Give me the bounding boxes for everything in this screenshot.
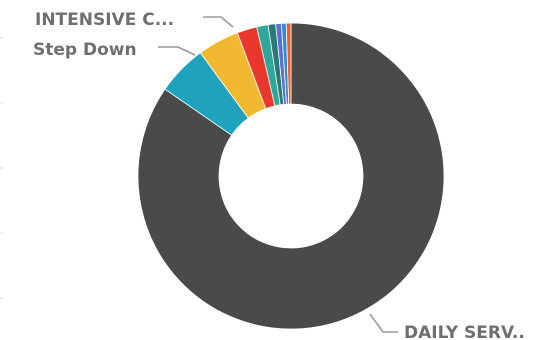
leader-line-step-down (158, 46, 196, 56)
slice-label-daily-services: DAILY SERV.. (404, 323, 525, 340)
slice-label-intensive-care: INTENSIVE C... (35, 10, 174, 30)
left-edge-ticks (0, 37, 3, 299)
slice-label-step-down: Step Down (33, 40, 137, 60)
leader-line-daily-services (369, 313, 398, 333)
leader-line-intensive-care (203, 16, 234, 28)
donut-hole (219, 104, 363, 248)
